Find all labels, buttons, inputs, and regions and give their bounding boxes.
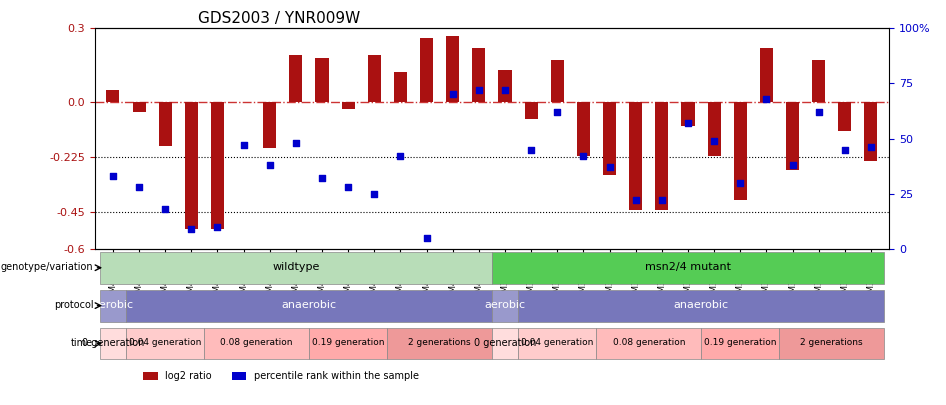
Bar bbox=[786, 102, 799, 171]
Point bbox=[707, 138, 722, 144]
Text: 2 generations: 2 generations bbox=[800, 338, 863, 347]
Bar bbox=[289, 55, 303, 102]
Bar bbox=[472, 48, 485, 102]
Text: aerobic: aerobic bbox=[484, 300, 526, 310]
Point bbox=[785, 162, 800, 168]
FancyBboxPatch shape bbox=[309, 328, 387, 359]
Text: 0.04 generation: 0.04 generation bbox=[129, 338, 201, 347]
Bar bbox=[577, 102, 590, 156]
Point bbox=[550, 109, 565, 115]
FancyBboxPatch shape bbox=[518, 290, 884, 322]
FancyBboxPatch shape bbox=[126, 328, 204, 359]
Point bbox=[131, 184, 147, 190]
Point bbox=[393, 153, 408, 160]
Bar bbox=[499, 70, 512, 102]
Text: 0.08 generation: 0.08 generation bbox=[220, 338, 293, 347]
Bar bbox=[420, 38, 433, 102]
Text: 0.19 generation: 0.19 generation bbox=[312, 338, 384, 347]
FancyBboxPatch shape bbox=[701, 328, 780, 359]
FancyBboxPatch shape bbox=[597, 328, 701, 359]
Legend: log2 ratio, percentile rank within the sample: log2 ratio, percentile rank within the s… bbox=[139, 367, 423, 385]
Point bbox=[864, 144, 879, 151]
Text: anaerobic: anaerobic bbox=[281, 300, 337, 310]
Text: 2 generations: 2 generations bbox=[409, 338, 471, 347]
FancyBboxPatch shape bbox=[780, 328, 884, 359]
Bar bbox=[342, 102, 355, 109]
Point bbox=[158, 206, 173, 212]
Point bbox=[471, 87, 486, 93]
FancyBboxPatch shape bbox=[518, 328, 597, 359]
FancyBboxPatch shape bbox=[100, 252, 492, 284]
Point bbox=[289, 140, 304, 146]
Bar bbox=[865, 102, 878, 161]
Bar bbox=[551, 60, 564, 102]
Bar bbox=[812, 60, 825, 102]
Bar bbox=[368, 55, 381, 102]
Bar bbox=[106, 90, 119, 102]
Bar bbox=[315, 58, 328, 102]
Point bbox=[498, 87, 513, 93]
Point bbox=[262, 162, 277, 168]
Bar bbox=[681, 102, 694, 126]
FancyBboxPatch shape bbox=[387, 328, 492, 359]
Bar bbox=[263, 102, 276, 148]
Text: GDS2003 / YNR009W: GDS2003 / YNR009W bbox=[198, 11, 360, 26]
Bar bbox=[211, 102, 224, 229]
Bar bbox=[447, 36, 459, 102]
Bar bbox=[525, 102, 537, 119]
FancyBboxPatch shape bbox=[126, 290, 492, 322]
Bar bbox=[132, 102, 146, 112]
Text: aerobic: aerobic bbox=[93, 300, 133, 310]
Point bbox=[655, 197, 670, 204]
Text: 0 generation: 0 generation bbox=[81, 338, 144, 348]
FancyBboxPatch shape bbox=[492, 290, 518, 322]
Bar bbox=[159, 102, 172, 146]
Text: 0.04 generation: 0.04 generation bbox=[521, 338, 593, 347]
Bar bbox=[760, 48, 773, 102]
Point bbox=[628, 197, 643, 204]
Point bbox=[341, 184, 356, 190]
FancyBboxPatch shape bbox=[492, 328, 518, 359]
Point bbox=[210, 224, 225, 230]
Bar bbox=[184, 102, 198, 229]
Bar bbox=[656, 102, 669, 210]
FancyBboxPatch shape bbox=[492, 252, 884, 284]
Point bbox=[576, 153, 591, 160]
Point bbox=[105, 173, 120, 179]
Point bbox=[446, 91, 461, 98]
Bar bbox=[838, 102, 851, 131]
Point bbox=[732, 179, 747, 186]
Point bbox=[680, 120, 695, 126]
Bar bbox=[394, 72, 407, 102]
Text: msn2/4 mutant: msn2/4 mutant bbox=[645, 262, 731, 272]
Text: 0.08 generation: 0.08 generation bbox=[612, 338, 685, 347]
Text: genotype/variation: genotype/variation bbox=[1, 262, 94, 272]
Point bbox=[759, 96, 774, 102]
Bar bbox=[734, 102, 746, 200]
Point bbox=[367, 190, 382, 197]
Text: wildtype: wildtype bbox=[272, 262, 320, 272]
Point bbox=[811, 109, 826, 115]
Bar bbox=[629, 102, 642, 210]
Point bbox=[602, 164, 617, 171]
Text: 0.19 generation: 0.19 generation bbox=[704, 338, 777, 347]
Text: time: time bbox=[71, 338, 94, 348]
Bar bbox=[708, 102, 721, 156]
Point bbox=[837, 146, 852, 153]
FancyBboxPatch shape bbox=[100, 328, 126, 359]
Text: 0 generation: 0 generation bbox=[474, 338, 536, 348]
Point bbox=[236, 142, 252, 148]
Bar bbox=[603, 102, 616, 175]
Text: anaerobic: anaerobic bbox=[674, 300, 728, 310]
FancyBboxPatch shape bbox=[100, 290, 126, 322]
Point bbox=[523, 146, 538, 153]
Point bbox=[419, 234, 434, 241]
FancyBboxPatch shape bbox=[204, 328, 309, 359]
Point bbox=[314, 175, 329, 181]
Text: protocol: protocol bbox=[54, 300, 94, 310]
Point bbox=[184, 226, 199, 232]
